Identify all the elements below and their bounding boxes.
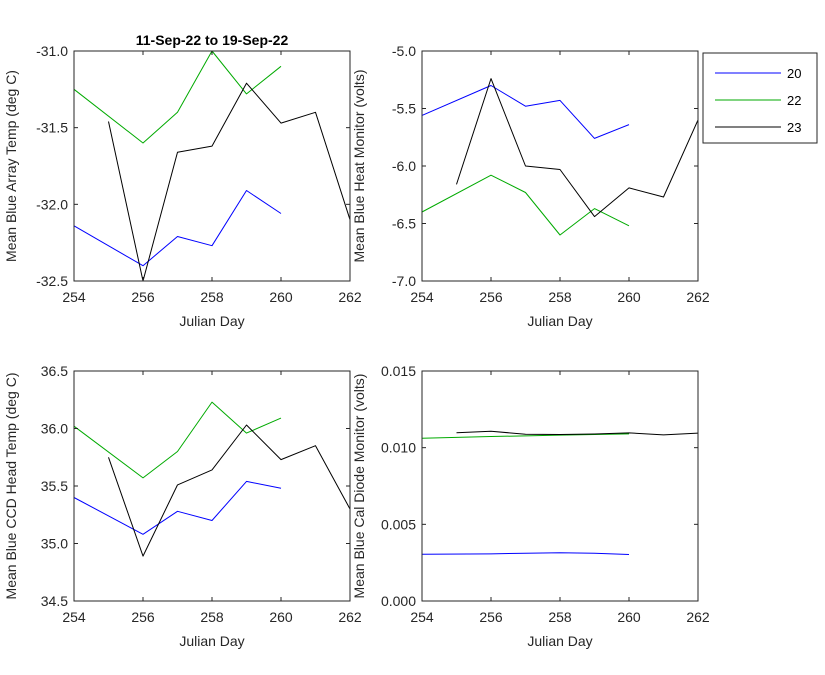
y-tick-label: -7.0 bbox=[392, 273, 416, 289]
y-tick-label: -5.5 bbox=[392, 101, 416, 117]
x-tick-label: 262 bbox=[686, 609, 710, 625]
y-axis-label: Mean Blue Cal Diode Monitor (volts) bbox=[351, 374, 367, 599]
legend-box bbox=[702, 52, 818, 144]
y-tick-label: -31.0 bbox=[36, 43, 68, 59]
x-tick-label: 258 bbox=[548, 289, 572, 305]
plot-frame bbox=[421, 370, 699, 602]
series-line-23 bbox=[456, 78, 699, 218]
x-tick-label: 260 bbox=[617, 289, 641, 305]
x-tick-label: 260 bbox=[617, 609, 641, 625]
x-tick-label: 254 bbox=[410, 609, 434, 625]
y-tick-label: 0.005 bbox=[381, 516, 416, 532]
y-tick-label: -6.0 bbox=[392, 158, 416, 174]
y-axis-label: Mean Blue CCD Head Temp (deg C) bbox=[3, 373, 19, 600]
legend-entry-22: 22 bbox=[715, 93, 801, 108]
x-tick-label: 256 bbox=[479, 609, 503, 625]
legend-label: 23 bbox=[787, 120, 801, 135]
y-axis-label: Mean Blue Array Temp (deg C) bbox=[3, 70, 19, 262]
x-tick-label: 256 bbox=[479, 289, 503, 305]
y-tick-label: 34.5 bbox=[41, 593, 68, 609]
series-line-20 bbox=[421, 552, 630, 555]
subplot-3: 254 256 258 260 262 34.5 35.0 35.5 36.0 36.5 Julia… bbox=[3, 363, 362, 649]
x-tick-label: 260 bbox=[269, 289, 293, 305]
x-axis-label: Julian Day bbox=[179, 633, 244, 649]
subplots-group: 254 256 258 260 262 -32.5 -32.0 -31.5 -31.0 Julia… bbox=[3, 43, 710, 649]
x-tick-label: 260 bbox=[269, 609, 293, 625]
x-tick-label: 256 bbox=[131, 609, 155, 625]
series-line-20 bbox=[421, 85, 630, 139]
series-line-23 bbox=[456, 430, 699, 436]
y-tick-label: -6.5 bbox=[392, 216, 416, 232]
plot-frame bbox=[73, 370, 351, 602]
subplot-1: 254 256 258 260 262 -32.5 -32.0 -31.5 -31.0 Julia… bbox=[3, 43, 362, 329]
x-tick-label: 262 bbox=[338, 609, 362, 625]
x-axis-label: Julian Day bbox=[527, 633, 592, 649]
x-axis-label: Julian Day bbox=[179, 313, 244, 329]
x-tick-label: 258 bbox=[200, 289, 224, 305]
subplot-4: 254 256 258 260 262 0.000 0.005 0.010 0.015 Julia… bbox=[351, 363, 710, 649]
x-tick-label: 254 bbox=[62, 289, 86, 305]
series-line-22 bbox=[73, 401, 282, 479]
series-line-22 bbox=[421, 433, 630, 439]
y-tick-label: -31.5 bbox=[36, 120, 68, 136]
subplot-2: 254 256 258 260 262 -7.0 -6.5 -6.0 -5.5 -5.0 Julia… bbox=[351, 43, 710, 329]
x-tick-label: 256 bbox=[131, 289, 155, 305]
y-axis-label: Mean Blue Heat Monitor (volts) bbox=[351, 70, 367, 263]
series-line-22 bbox=[73, 50, 282, 144]
y-tick-label: -32.5 bbox=[36, 273, 68, 289]
y-tick-label: 36.0 bbox=[41, 421, 68, 437]
x-tick-label: 254 bbox=[410, 289, 434, 305]
y-tick-label: 35.0 bbox=[41, 536, 68, 552]
series-line-20 bbox=[73, 480, 282, 535]
series-line-20 bbox=[73, 190, 282, 267]
x-tick-label: 262 bbox=[338, 289, 362, 305]
y-tick-label: -5.0 bbox=[392, 43, 416, 59]
legend-label: 22 bbox=[787, 93, 801, 108]
series-line-23 bbox=[108, 82, 351, 282]
legend-entry-23: 23 bbox=[715, 120, 801, 135]
y-tick-label: 35.5 bbox=[41, 478, 68, 494]
x-tick-label: 262 bbox=[686, 289, 710, 305]
series-line-23 bbox=[108, 424, 351, 557]
plot-frame bbox=[421, 50, 699, 282]
y-tick-label: -32.0 bbox=[36, 196, 68, 212]
plot-frame bbox=[73, 50, 351, 282]
y-tick-label: 36.5 bbox=[41, 363, 68, 379]
y-tick-label: 0.015 bbox=[381, 363, 416, 379]
x-tick-label: 254 bbox=[62, 609, 86, 625]
x-tick-label: 258 bbox=[200, 609, 224, 625]
y-tick-label: 0.000 bbox=[381, 593, 416, 609]
x-tick-label: 258 bbox=[548, 609, 572, 625]
x-axis-label: Julian Day bbox=[527, 313, 592, 329]
y-tick-label: 0.010 bbox=[381, 440, 416, 456]
legend-label: 20 bbox=[787, 66, 801, 81]
legend-entry-20: 20 bbox=[715, 66, 801, 81]
series-line-22 bbox=[421, 174, 630, 236]
legend: 20 22 23 bbox=[702, 52, 818, 144]
figure-title: 11-Sep-22 to 19-Sep-22 bbox=[136, 32, 289, 48]
